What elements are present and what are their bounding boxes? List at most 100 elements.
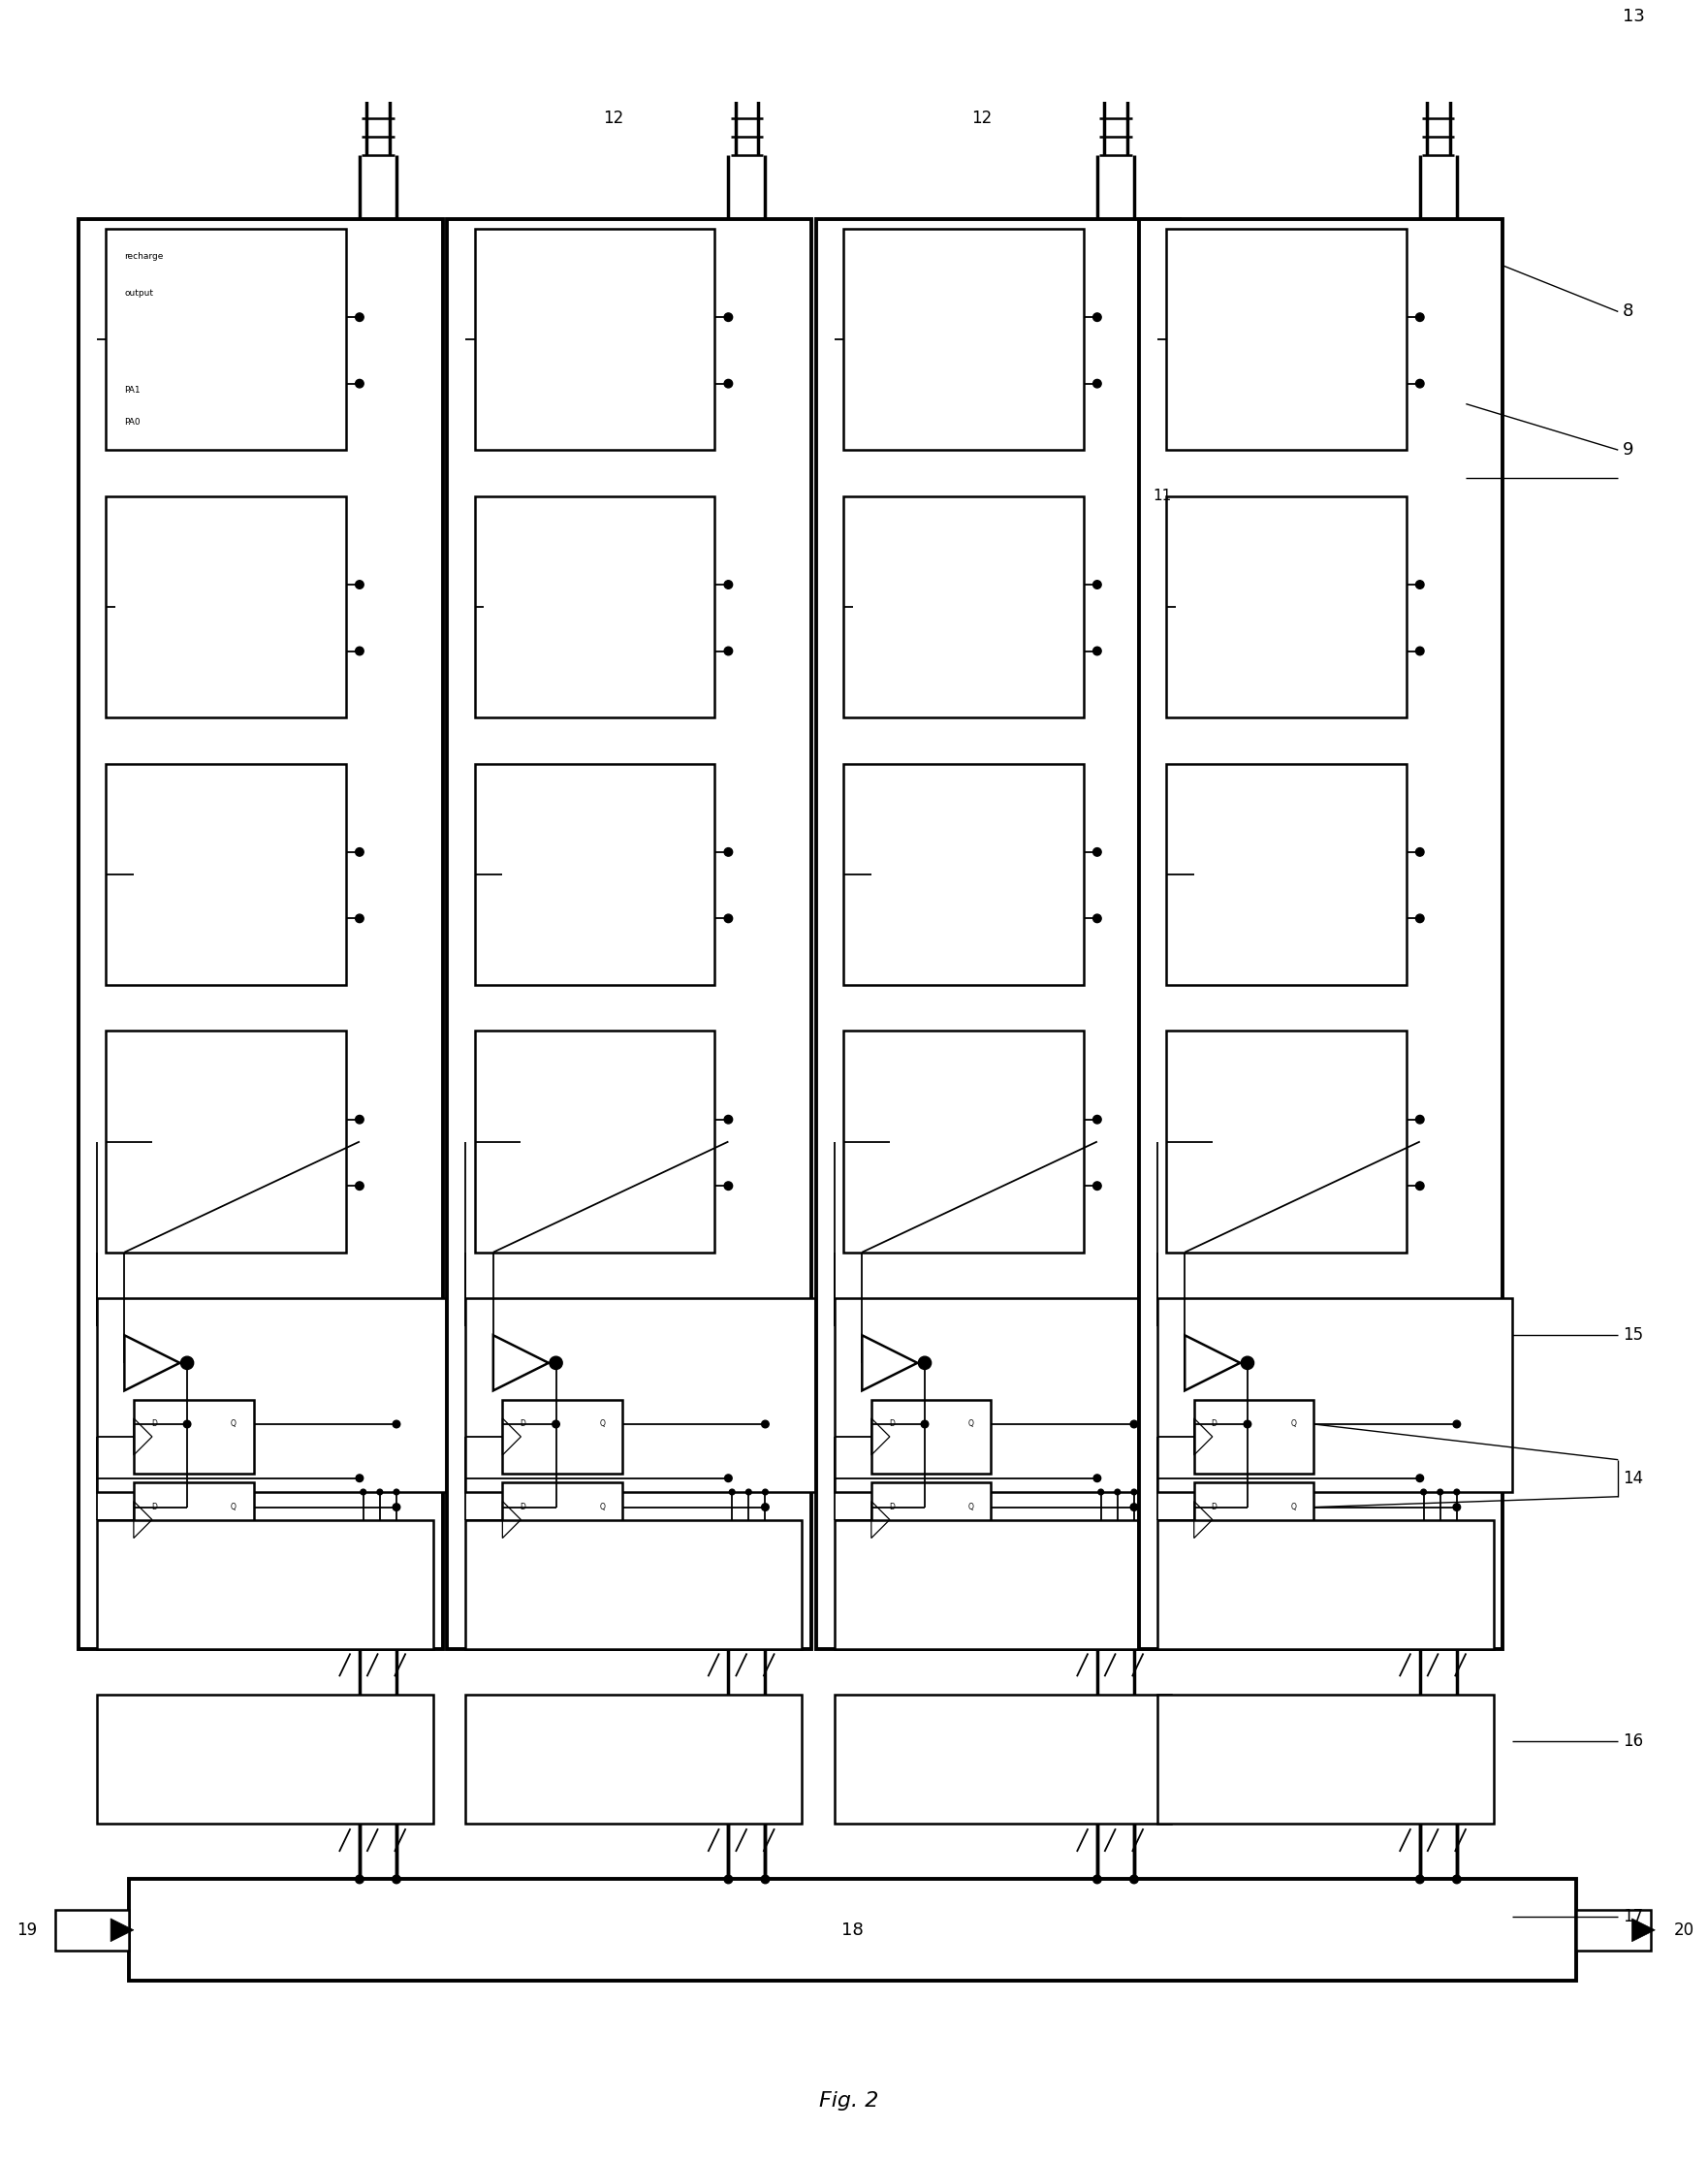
Text: Q: Q (1291, 1503, 1296, 1512)
Polygon shape (369, 17, 388, 35)
Bar (133, 1482, 253, 1557)
Circle shape (724, 1182, 733, 1190)
Circle shape (724, 1115, 733, 1123)
Circle shape (1452, 1875, 1460, 1884)
Circle shape (1454, 1503, 1460, 1510)
Circle shape (552, 1421, 560, 1428)
Text: D: D (888, 1503, 895, 1512)
Bar (1167, 497, 1406, 717)
Circle shape (762, 1421, 769, 1428)
Circle shape (919, 1356, 931, 1369)
Circle shape (724, 646, 733, 654)
Circle shape (1093, 380, 1102, 389)
Circle shape (1416, 1115, 1424, 1123)
Text: D: D (1211, 1503, 1218, 1512)
Bar (106, 497, 345, 717)
Bar (106, 1030, 345, 1253)
Circle shape (355, 1875, 364, 1884)
Bar (1167, 762, 1406, 985)
Bar (844, 1030, 1083, 1253)
Bar (130, 1879, 1576, 1981)
Text: D: D (150, 1419, 157, 1428)
Circle shape (1115, 1488, 1120, 1495)
Circle shape (1243, 1421, 1252, 1428)
Bar (1167, 229, 1406, 449)
Circle shape (393, 1503, 400, 1510)
Circle shape (1093, 313, 1102, 322)
Text: 8: 8 (1623, 302, 1635, 320)
Circle shape (1421, 1488, 1426, 1495)
Circle shape (724, 313, 733, 322)
Circle shape (1131, 1421, 1138, 1428)
Circle shape (1416, 646, 1424, 654)
Text: Fig. 2: Fig. 2 (820, 2091, 880, 2110)
Circle shape (1242, 1356, 1254, 1369)
Circle shape (762, 1875, 769, 1884)
Circle shape (1093, 581, 1102, 590)
Circle shape (355, 1475, 364, 1482)
Text: Q: Q (600, 1503, 605, 1512)
Circle shape (1093, 1875, 1102, 1884)
Bar (835, 1298, 1189, 1493)
Circle shape (360, 1488, 366, 1495)
Bar (97, 1521, 434, 1648)
Bar (844, 497, 1083, 717)
Text: Q: Q (968, 1419, 974, 1428)
Text: D: D (1211, 1419, 1218, 1428)
Circle shape (1416, 581, 1424, 590)
Circle shape (1438, 1488, 1443, 1495)
Bar (466, 1521, 803, 1648)
Bar (475, 497, 714, 717)
Bar (475, 229, 714, 449)
Circle shape (746, 1488, 752, 1495)
Bar (466, 1298, 820, 1493)
Bar (79, 220, 442, 1648)
Text: 12: 12 (603, 110, 623, 127)
Text: D: D (519, 1419, 526, 1428)
Bar (502, 1400, 622, 1473)
Bar (835, 1696, 1172, 1823)
Text: Q: Q (600, 1419, 605, 1428)
Text: 14: 14 (1623, 1469, 1643, 1486)
Bar (1156, 1521, 1494, 1648)
Circle shape (762, 1503, 769, 1510)
Bar (871, 1400, 991, 1473)
Circle shape (1454, 1488, 1460, 1495)
Bar (1156, 1696, 1494, 1823)
Bar (447, 220, 811, 1648)
Text: Q: Q (1291, 1419, 1296, 1428)
Text: D: D (519, 1503, 526, 1512)
Text: 17: 17 (1623, 1907, 1643, 1925)
Circle shape (729, 1488, 734, 1495)
Text: recharge: recharge (125, 253, 164, 261)
Circle shape (1131, 1503, 1138, 1510)
Circle shape (1416, 849, 1424, 855)
Bar (835, 1521, 1172, 1648)
Circle shape (1416, 1182, 1424, 1190)
Text: 15: 15 (1623, 1326, 1643, 1344)
Text: 12: 12 (972, 110, 992, 127)
Bar (844, 762, 1083, 985)
Circle shape (393, 1421, 400, 1428)
Circle shape (1093, 1182, 1102, 1190)
Circle shape (724, 1875, 733, 1884)
Circle shape (921, 1421, 929, 1428)
Circle shape (393, 1488, 400, 1495)
Bar (475, 762, 714, 985)
Text: 9: 9 (1623, 441, 1635, 458)
Circle shape (355, 849, 364, 855)
Circle shape (762, 1488, 769, 1495)
Text: D: D (888, 1419, 895, 1428)
Polygon shape (1631, 1918, 1655, 1942)
Bar (106, 762, 345, 985)
Text: 13: 13 (1623, 9, 1645, 26)
Text: PA0: PA0 (125, 419, 140, 428)
Bar (844, 229, 1083, 449)
Circle shape (393, 1875, 401, 1884)
Bar (1576, 1909, 1650, 1950)
Circle shape (550, 1356, 562, 1369)
Bar (816, 220, 1180, 1648)
Bar (1156, 1298, 1512, 1493)
Text: D: D (150, 1503, 157, 1512)
Text: 16: 16 (1623, 1732, 1643, 1750)
